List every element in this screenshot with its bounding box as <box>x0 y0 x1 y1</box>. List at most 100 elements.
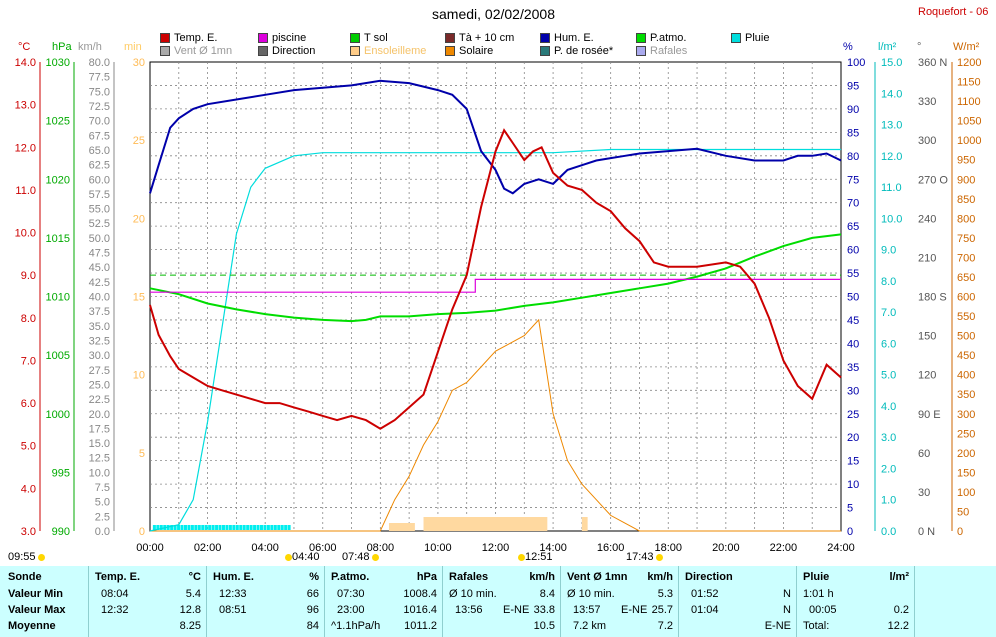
temp-min-value: 5.4 <box>185 588 201 600</box>
rafales-r1-label: Ø 10 min. <box>449 588 497 600</box>
legend-item: Pluie <box>731 32 769 44</box>
series-humidity <box>149 79 842 195</box>
temp-avg-value: 8.25 <box>179 620 201 632</box>
axis-time-tick: 12:00 <box>482 542 510 554</box>
rain-block <box>246 525 250 530</box>
legend-swatch <box>636 46 646 56</box>
stats-header-temp: Temp. E. <box>95 571 141 583</box>
axis-kmh-tick: 0.0 <box>95 526 110 538</box>
axis-rain-tick: 4.0 <box>881 401 896 413</box>
axis-time-tick: 24:00 <box>827 542 855 554</box>
pluie-duration: 1:01 h <box>803 588 834 600</box>
axis-percent-tick: 95 <box>847 80 859 92</box>
axis-kmh-tick: 15.0 <box>89 438 110 450</box>
rain-block <box>242 525 246 530</box>
direction-r2-time: 01:04 <box>691 604 719 616</box>
rain-block <box>225 525 229 530</box>
direction-avg-value: E-NE <box>764 620 791 632</box>
legend-swatch <box>445 33 455 43</box>
axis-rain-tick: 12.0 <box>881 151 902 163</box>
patmo-max-time: 23:00 <box>337 604 365 616</box>
series-pluie <box>149 148 841 532</box>
rain-block <box>256 525 260 530</box>
sun-icon <box>371 553 379 561</box>
temp-max-time: 12:32 <box>101 604 129 616</box>
axis-hpa-tick: 990 <box>52 526 70 538</box>
axis-percent-tick: 0 <box>847 526 853 538</box>
axis-min-tick: 30 <box>133 57 145 69</box>
stats-header-patmo: P.atmo. <box>331 571 370 583</box>
axis-kmh-tick: 10.0 <box>89 467 110 479</box>
axis-kmh-tick: 52.5 <box>89 218 110 230</box>
series-temperature <box>149 128 842 430</box>
stats-header-hum: Hum. E. <box>213 571 254 583</box>
legend-item: piscine <box>258 32 306 44</box>
legend-item: Direction <box>258 45 315 57</box>
axis-degree-tick: 330 <box>918 96 936 108</box>
stats-header-vent: Vent Ø 1mn <box>567 571 628 583</box>
stats-col-patmo: P.atmo. hPa 07:30 1008.4 23:00 1016.4 ^1.1h… <box>324 566 443 637</box>
axis-watt-tick: 600 <box>957 292 975 304</box>
axis-watt-tick: 500 <box>957 331 975 343</box>
axis-rain-tick: 15.0 <box>881 57 902 69</box>
axis-unit-hpa: hPa <box>52 41 72 53</box>
axis-percent-tick: 40 <box>847 338 859 350</box>
axis-time-tick: 20:00 <box>712 542 740 554</box>
legend-swatch <box>636 33 646 43</box>
axis-celsius-tick: 11.0 <box>15 185 36 197</box>
rafales-r2-dir: E-NE <box>503 604 530 616</box>
axis-rain-tick: 11.0 <box>881 182 902 194</box>
stats-col-sonde: Sonde Valeur Min Valeur Max Moyenne <box>0 566 88 637</box>
axis-percent-tick: 10 <box>847 479 859 491</box>
axis-kmh-tick: 40.0 <box>89 292 110 304</box>
axis-kmh-tick: 45.0 <box>89 262 110 274</box>
axis-kmh-tick: 5.0 <box>95 497 110 509</box>
direction-r1-value: N <box>783 588 791 600</box>
axis-watt-tick: 550 <box>957 311 975 323</box>
vent-r1-value: 5.3 <box>657 588 673 600</box>
stats-unit-vent: km/h <box>647 571 673 583</box>
stats-col-hum: Hum. E.% 12:33 66 08:51 96 84 <box>206 566 325 637</box>
axis-watt-tick: 1000 <box>957 135 981 147</box>
axis-time-tick: 00:00 <box>136 542 164 554</box>
rain-block <box>263 525 267 530</box>
axis-rain-tick: 6.0 <box>881 338 896 350</box>
axis-celsius-tick: 12.0 <box>15 142 36 154</box>
pluie-r2-value: 0.2 <box>893 604 909 616</box>
axis-celsius-tick: 14.0 <box>15 57 36 69</box>
rain-block <box>197 525 201 530</box>
axis-unit-rain: l/m² <box>878 41 897 53</box>
axis-watt-tick: 1150 <box>957 77 981 89</box>
legend-label: Direction <box>272 45 316 57</box>
rafales-avg-value: 10.5 <box>533 620 555 632</box>
axis-watt-tick: 800 <box>957 213 975 225</box>
axis-hpa-tick: 1025 <box>46 116 70 128</box>
axis-degree-tick: 210 <box>918 252 936 264</box>
axis-degree-tick: 30 <box>918 487 930 499</box>
rain-block <box>266 525 270 530</box>
axis-degree-tick: 0 N <box>918 526 935 538</box>
axis-min-tick: 25 <box>133 135 145 147</box>
rain-block <box>218 525 222 530</box>
rain-block <box>201 525 205 530</box>
rain-block <box>152 525 156 530</box>
axis-hpa-tick: 1015 <box>46 233 70 245</box>
hum-min-time: 12:33 <box>219 588 247 600</box>
legend-item: Tà + 10 cm <box>445 32 514 44</box>
axis-degree-tick: 270 O <box>918 174 948 186</box>
vent-avg-value: 7.2 <box>657 620 673 632</box>
vent-r2-time: 13:57 <box>573 604 601 616</box>
sun-time-moonrise: 04:40 <box>283 551 320 563</box>
rafales-r2-time: 13:56 <box>455 604 483 616</box>
vent-distance: 7.2 km <box>573 620 607 632</box>
axis-time-tick: 08:00 <box>367 542 395 554</box>
axis-percent-tick: 85 <box>847 127 859 139</box>
stats-unit-hum: % <box>309 571 319 583</box>
rain-block <box>273 525 277 530</box>
stats-header-direction: Direction <box>685 571 733 583</box>
axis-percent-tick: 30 <box>847 385 859 397</box>
patmo-min-value: 1008.4 <box>403 588 437 600</box>
stats-col-rafales: Rafales km/h Ø 10 min. 8.4 13:56 E-NE 33.8 1… <box>442 566 561 637</box>
axis-watt-tick: 1100 <box>957 96 981 108</box>
legend-label: Hum. E. <box>554 32 594 44</box>
